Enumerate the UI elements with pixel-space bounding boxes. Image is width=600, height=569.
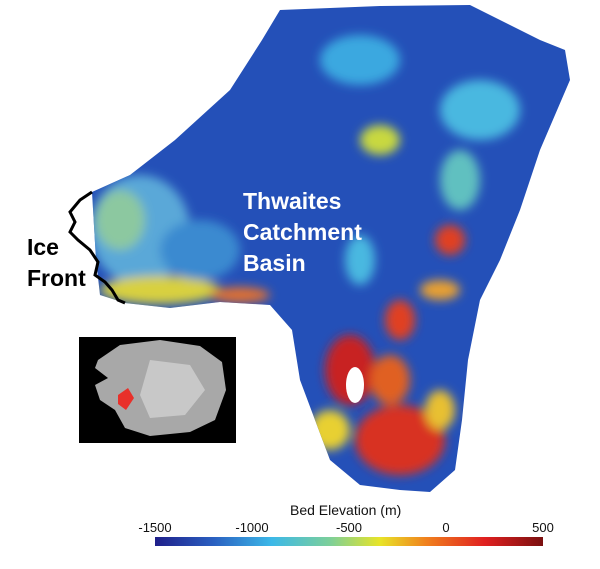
- ice-front-line: [68, 190, 126, 305]
- colorbar-tick: -500: [335, 520, 363, 535]
- colorbar: [155, 537, 543, 546]
- label-line: Catchment: [243, 219, 362, 245]
- ice-front-label: Ice Front: [27, 232, 86, 294]
- colorbar-title: Bed Elevation (m): [290, 502, 402, 518]
- antarctica-inset: [79, 337, 236, 443]
- label-line: Basin: [243, 250, 306, 276]
- label-line: Front: [27, 265, 86, 291]
- basin-highlight: [118, 388, 134, 410]
- colorbar-tick: 0: [442, 520, 450, 535]
- colorbar-tick: -1000: [235, 520, 269, 535]
- label-line: Ice: [27, 234, 59, 260]
- colorbar-tick: 500: [532, 520, 554, 535]
- basin-label: Thwaites Catchment Basin: [243, 186, 362, 279]
- label-line: Thwaites: [243, 188, 342, 214]
- colorbar-tick: -1500: [138, 520, 172, 535]
